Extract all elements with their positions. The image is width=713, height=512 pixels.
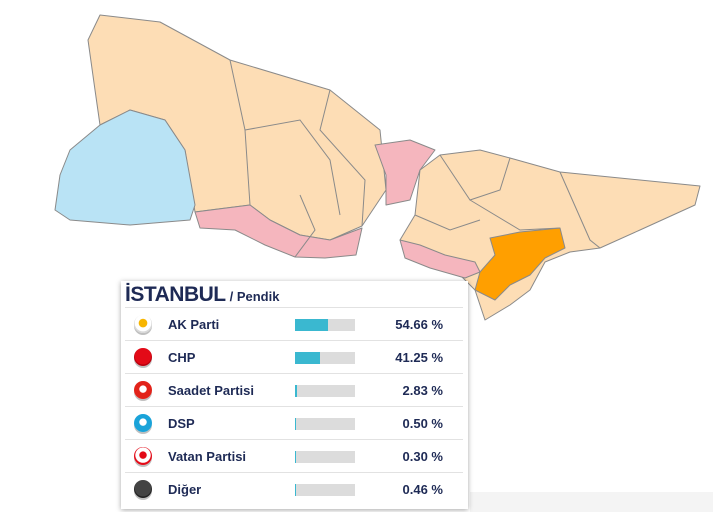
bar-track bbox=[295, 484, 355, 496]
bar-track bbox=[295, 319, 355, 331]
district-border bbox=[469, 199, 561, 231]
party-name: AK Parti bbox=[168, 317, 220, 332]
tooltip-title: İSTANBUL / Pendik bbox=[125, 283, 279, 307]
result-tooltip: İSTANBUL / Pendik AK Parti 54.66 % CHP 41.25… bbox=[121, 281, 468, 509]
district-border bbox=[294, 194, 316, 258]
bar-track bbox=[295, 418, 355, 430]
vote-percent: 41.25 % bbox=[395, 350, 443, 365]
vote-percent: 0.46 % bbox=[402, 482, 443, 497]
district-name: / Pendik bbox=[229, 289, 280, 304]
city-name: İSTANBUL bbox=[125, 283, 226, 306]
party-icon bbox=[134, 480, 152, 498]
vote-percent: 2.83 % bbox=[402, 383, 443, 398]
party-icon bbox=[134, 447, 152, 465]
party-name: DSP bbox=[168, 416, 195, 431]
vote-bar bbox=[295, 319, 328, 331]
bar-track bbox=[295, 385, 355, 397]
bar-track bbox=[295, 352, 355, 364]
district-border bbox=[319, 89, 366, 227]
party-name: Vatan Partisi bbox=[168, 449, 247, 464]
result-row: AK Parti 54.66 % bbox=[125, 307, 463, 341]
party-icon bbox=[134, 381, 152, 399]
result-row: Vatan Partisi 0.30 % bbox=[125, 439, 463, 473]
party-name: Diğer bbox=[168, 482, 202, 497]
district-border bbox=[439, 154, 511, 201]
party-icon bbox=[134, 315, 152, 333]
district[interactable] bbox=[374, 139, 436, 206]
result-row: DSP 0.50 % bbox=[125, 406, 463, 440]
result-row: Saadet Partisi 2.83 % bbox=[125, 373, 463, 407]
vote-percent: 0.30 % bbox=[402, 449, 443, 464]
result-row: CHP 41.25 % bbox=[125, 340, 463, 374]
vote-bar bbox=[295, 385, 297, 397]
district[interactable] bbox=[54, 109, 196, 226]
district-border bbox=[559, 171, 601, 249]
bar-track bbox=[295, 451, 355, 463]
footer-strip bbox=[470, 492, 713, 512]
party-name: CHP bbox=[168, 350, 196, 365]
vote-bar bbox=[295, 352, 320, 364]
party-name: Saadet Partisi bbox=[168, 383, 254, 398]
party-icon bbox=[134, 414, 152, 432]
vote-percent: 0.50 % bbox=[402, 416, 443, 431]
district-border bbox=[414, 214, 481, 231]
district-border bbox=[244, 119, 341, 216]
result-row: Diğer 0.46 % bbox=[125, 472, 463, 506]
district[interactable] bbox=[194, 204, 363, 259]
party-icon bbox=[134, 348, 152, 366]
vote-percent: 54.66 % bbox=[395, 317, 443, 332]
